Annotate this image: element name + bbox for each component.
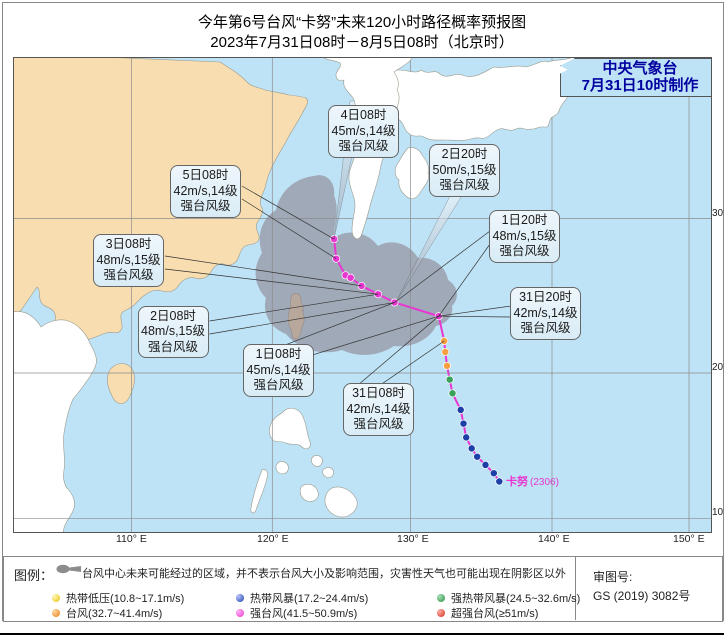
svg-text:卡努: 卡努 <box>506 474 528 488</box>
svg-text:(2306): (2306) <box>530 477 559 488</box>
